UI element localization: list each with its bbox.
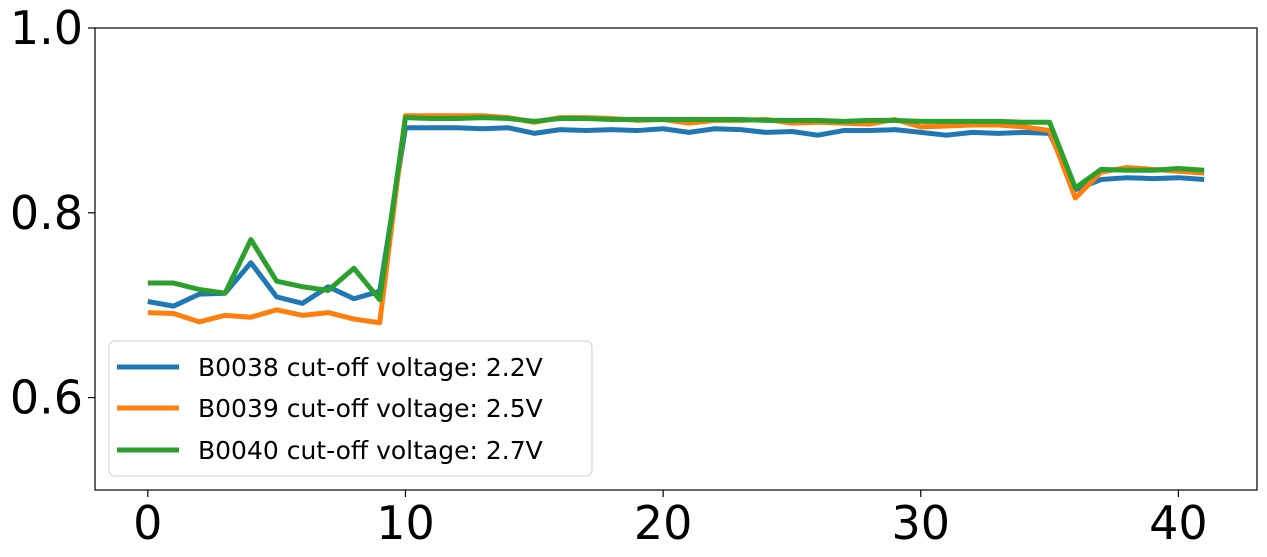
- y-tick-label: 0.6: [10, 371, 83, 425]
- x-tick-label: 40: [1149, 496, 1208, 550]
- y-axis: 0.6 0.8 1.0: [10, 1, 95, 425]
- legend-label-b0039: B0039 cut-off voltage: 2.5V: [198, 394, 543, 423]
- legend-label-b0038: B0038 cut-off voltage: 2.2V: [198, 353, 543, 382]
- x-tick-label: 20: [634, 496, 693, 550]
- x-axis: 0 10 20 30 40: [133, 490, 1208, 550]
- x-tick-label: 10: [376, 496, 435, 550]
- legend: B0038 cut-off voltage: 2.2V B0039 cut-of…: [108, 340, 593, 477]
- x-tick-label: 0: [133, 496, 162, 550]
- legend-box: [108, 340, 593, 477]
- y-tick-label: 1.0: [10, 1, 83, 55]
- series-line-2: [147, 115, 1205, 303]
- plot-frame: [94, 27, 1258, 491]
- x-tick-label: 30: [891, 496, 950, 550]
- legend-label-b0040: B0040 cut-off voltage: 2.7V: [198, 436, 543, 465]
- series-layer: [147, 113, 1205, 326]
- y-tick-label: 0.8: [10, 186, 83, 240]
